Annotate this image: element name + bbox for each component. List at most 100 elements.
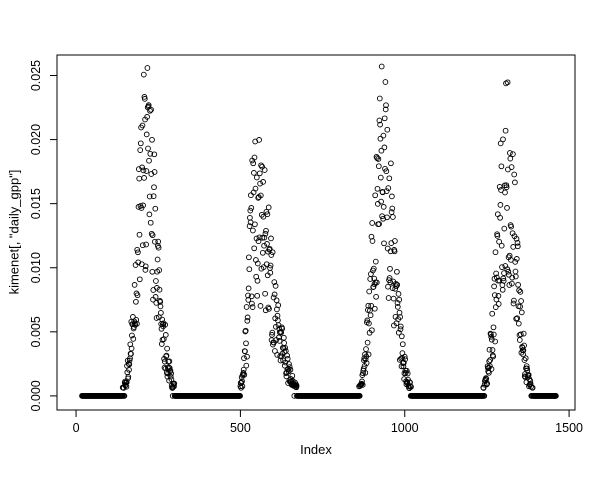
data-point xyxy=(489,310,496,317)
data-point xyxy=(253,174,260,181)
data-point xyxy=(244,353,250,360)
data-point xyxy=(363,346,369,352)
data-point xyxy=(498,242,505,249)
data-point xyxy=(241,371,248,378)
data-point xyxy=(143,131,150,138)
data-point xyxy=(512,179,518,186)
data-point xyxy=(272,283,279,289)
data-point xyxy=(121,393,128,399)
data-point xyxy=(242,348,248,355)
data-point xyxy=(510,300,517,307)
data-point xyxy=(265,204,272,211)
data-point xyxy=(243,304,250,310)
data-point xyxy=(505,268,512,275)
data-point xyxy=(365,351,372,358)
data-point xyxy=(397,326,404,333)
data-point xyxy=(148,106,154,113)
data-point xyxy=(245,285,252,292)
data-point xyxy=(381,144,388,151)
data-point xyxy=(144,114,150,120)
data-point xyxy=(401,353,408,360)
data-point xyxy=(133,298,139,305)
data-point xyxy=(283,373,290,380)
data-point xyxy=(158,309,164,316)
data-point xyxy=(273,297,280,304)
data-point xyxy=(126,361,133,368)
data-point xyxy=(269,249,276,256)
data-point xyxy=(285,368,292,375)
data-point xyxy=(146,157,152,164)
data-point xyxy=(249,304,256,310)
y-tick-label: 0.005 xyxy=(29,316,43,347)
data-point xyxy=(385,295,392,301)
data-point xyxy=(239,383,246,390)
data-point xyxy=(145,145,151,152)
data-point xyxy=(490,331,497,338)
data-point xyxy=(384,214,390,221)
data-point xyxy=(490,353,497,360)
data-point xyxy=(128,351,134,357)
data-point xyxy=(168,370,174,377)
data-point xyxy=(503,182,510,189)
data-point xyxy=(282,344,288,351)
data-point xyxy=(393,283,400,290)
data-point xyxy=(260,179,266,185)
data-point xyxy=(373,293,379,300)
data-point xyxy=(146,193,153,200)
data-point xyxy=(142,263,149,270)
data-point xyxy=(275,302,282,309)
data-point xyxy=(281,349,288,355)
data-point xyxy=(495,301,502,307)
data-point xyxy=(394,304,401,310)
data-point xyxy=(162,332,169,338)
y-tick-label: 0.020 xyxy=(29,124,43,155)
data-point xyxy=(254,260,261,267)
data-point xyxy=(489,347,496,353)
data-point xyxy=(255,238,262,245)
data-point xyxy=(383,168,390,175)
data-point xyxy=(481,393,488,399)
data-point xyxy=(284,352,290,359)
data-point xyxy=(527,378,534,384)
data-point xyxy=(140,202,146,209)
data-point xyxy=(171,383,177,390)
data-point xyxy=(373,279,380,286)
data-point xyxy=(364,339,371,346)
x-tick-label: 500 xyxy=(230,421,251,435)
data-point xyxy=(381,240,387,247)
data-point xyxy=(492,304,499,310)
data-point xyxy=(375,163,382,170)
data-point xyxy=(243,340,249,347)
data-point xyxy=(160,320,167,327)
data-point xyxy=(152,238,158,245)
data-point xyxy=(126,366,132,373)
data-point xyxy=(134,246,141,253)
data-point xyxy=(154,256,161,263)
data-point xyxy=(358,380,365,387)
data-point xyxy=(128,345,135,352)
data-point xyxy=(502,127,509,134)
data-point xyxy=(134,320,140,327)
data-point xyxy=(499,264,505,270)
data-point xyxy=(369,238,376,244)
y-tick-label: 0.025 xyxy=(29,60,43,91)
data-point xyxy=(263,261,270,268)
data-point xyxy=(286,364,293,370)
data-point xyxy=(252,221,258,228)
data-point xyxy=(256,170,263,177)
data-point xyxy=(158,341,165,347)
data-point xyxy=(248,205,255,211)
data-point xyxy=(378,198,384,205)
data-point xyxy=(251,245,258,252)
data-point xyxy=(259,163,265,170)
data-point xyxy=(125,374,132,380)
data-point xyxy=(276,338,283,344)
data-point xyxy=(514,243,521,250)
data-point xyxy=(382,106,389,113)
data-point xyxy=(153,278,159,284)
data-point xyxy=(486,369,492,376)
data-point xyxy=(520,351,526,358)
data-point xyxy=(376,221,382,227)
data-point xyxy=(147,150,154,157)
